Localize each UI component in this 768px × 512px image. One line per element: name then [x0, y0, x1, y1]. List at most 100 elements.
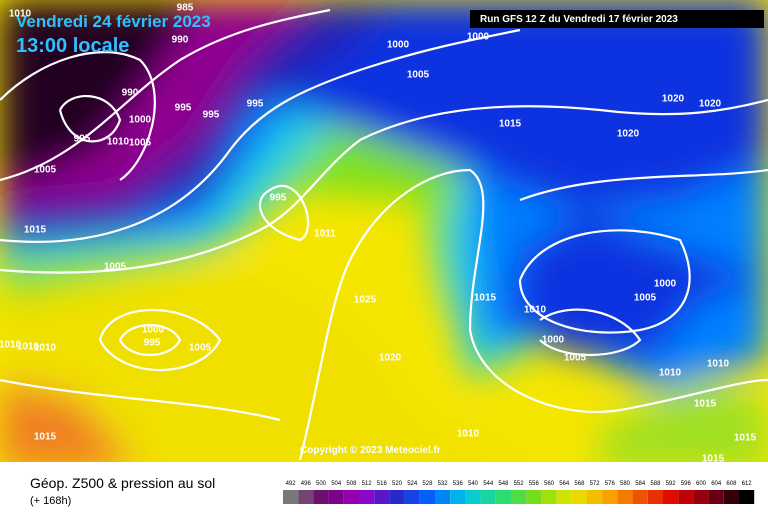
isobar-label: 1025	[354, 295, 377, 306]
footer-title: Géop. Z500 & pression au sol	[30, 475, 215, 491]
isobar-label: 1005	[407, 70, 430, 81]
colorbar-label: 512	[362, 481, 373, 487]
isobar-label: 1015	[734, 433, 757, 444]
isobar-label: 1015	[34, 432, 57, 443]
isobar-label: 985	[177, 3, 194, 14]
isobar-label: 1020	[379, 353, 402, 364]
isobar-label: 1020	[662, 94, 685, 105]
isobar-label: 1010	[107, 137, 130, 148]
colorbar-label: 552	[514, 481, 525, 487]
colorbar-cell	[450, 490, 466, 504]
isobar-label: 995	[74, 134, 91, 145]
footer-lead: (+ 168h)	[30, 495, 71, 507]
colorbar-cell	[389, 490, 405, 504]
run-info: Run GFS 12 Z du Vendredi 17 février 2023	[480, 14, 678, 25]
isobar-label: 990	[122, 88, 139, 99]
colorbar-cell	[511, 490, 527, 504]
colorbar-cell	[359, 490, 375, 504]
isobar-label: 1005	[129, 138, 152, 149]
isobar-label: 1010	[524, 305, 547, 316]
colorbar-label: 592	[666, 481, 677, 487]
colorbar-label: 564	[559, 481, 570, 487]
colorbar-cell	[465, 490, 481, 504]
colorbar-cell	[693, 490, 709, 504]
colorbar-cell	[587, 490, 603, 504]
colorbar-label: 572	[590, 481, 601, 487]
isobar-label: 1010	[0, 340, 22, 351]
isobar-label: 1000	[142, 325, 165, 336]
isobar-label: 1000	[654, 279, 677, 290]
isobar-label: 1010	[539, 462, 562, 473]
colorbar-label: 600	[696, 481, 707, 487]
colorbar-label: 536	[453, 481, 464, 487]
colorbar-cell	[617, 490, 633, 504]
isobar-label: 1005	[189, 343, 212, 354]
colorbar-cell	[632, 490, 648, 504]
copyright: Copyright © 2023 Meteociel.fr	[300, 445, 441, 456]
colorbar-cell	[663, 490, 679, 504]
colorbar-cell	[283, 490, 299, 504]
isobar-label: 990	[172, 35, 189, 46]
isobar-label: 995	[175, 103, 192, 114]
colorbar-label: 584	[635, 481, 646, 487]
colorbar-label: 492	[286, 481, 297, 487]
colorbar-cell	[526, 490, 542, 504]
colorbar-cell	[313, 490, 329, 504]
colorbar-label: 524	[407, 481, 418, 487]
colorbar-label: 568	[574, 481, 585, 487]
isobar-label: 1005	[634, 293, 657, 304]
isobar-label: 1010	[659, 368, 682, 379]
colorbar-cell	[343, 490, 359, 504]
colorbar-label: 576	[605, 481, 616, 487]
colorbar: 492 496 500 504 508 512 516 520 524 528 532 536 540 5…	[283, 481, 755, 504]
colorbar-label: 532	[438, 481, 449, 487]
colorbar-label: 548	[498, 481, 509, 487]
isobar-label: 1000	[129, 115, 152, 126]
colorbar-label: 560	[544, 481, 555, 487]
colorbar-cell	[678, 490, 694, 504]
date: Vendredi 24 février 2023	[16, 12, 211, 31]
colorbar-label: 612	[742, 481, 753, 487]
colorbar-cell	[480, 490, 496, 504]
field	[0, 0, 768, 470]
isobar-label: 1015	[499, 119, 522, 130]
colorbar-label: 540	[468, 481, 479, 487]
isobar-label: 995	[247, 99, 264, 110]
colorbar-cell	[647, 490, 663, 504]
colorbar-cell	[374, 490, 390, 504]
colorbar-cell	[298, 490, 314, 504]
colorbar-label: 500	[316, 481, 327, 487]
isobar-label: 1000	[467, 32, 490, 43]
colorbar-cell	[571, 490, 587, 504]
colorbar-cell	[404, 490, 420, 504]
isobar-label: 995	[270, 193, 287, 204]
isobar-label: 1010	[9, 9, 32, 20]
colorbar-label: 528	[422, 481, 433, 487]
colorbar-cell	[602, 490, 618, 504]
isobar-label: 1010	[707, 359, 730, 370]
isobars	[0, 8, 768, 461]
isobar-label: 1000	[387, 40, 410, 51]
isobar-label: 995	[144, 338, 161, 349]
colorbar-cell	[556, 490, 572, 504]
colorbar-label: 496	[301, 481, 312, 487]
colorbar-label: 520	[392, 481, 403, 487]
colorbar-label: 504	[331, 481, 342, 487]
colorbar-label: 556	[529, 481, 540, 487]
isobar-label: 1010	[17, 342, 40, 353]
colorbar-cell	[495, 490, 511, 504]
isobar-label: 1015	[24, 225, 47, 236]
colorbar-cell	[419, 490, 435, 504]
isobar-label: 1010	[34, 343, 57, 354]
colorbar-cell	[541, 490, 557, 504]
isobar-label: 1005	[104, 262, 127, 273]
colorbar-cell	[328, 490, 344, 504]
isobar-label: 1015	[694, 399, 717, 410]
colorbar-cell	[723, 490, 739, 504]
isobar-label: 1000	[542, 335, 565, 346]
colorbar-label: 604	[711, 481, 722, 487]
isobar-label: 1020	[617, 129, 640, 140]
isobar-label: 1010	[457, 429, 480, 440]
